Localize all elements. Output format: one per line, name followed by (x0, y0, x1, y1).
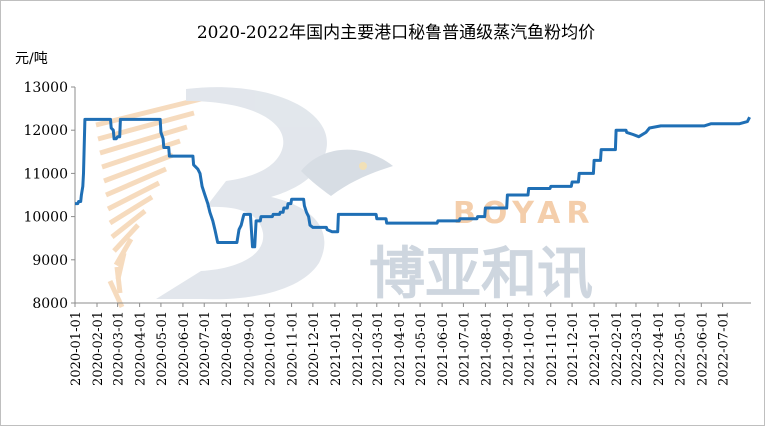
x-tick-label: 2020-10-01 (264, 311, 279, 386)
watermark-ray (95, 96, 202, 128)
x-tick-label: 2020-01-01 (69, 311, 84, 386)
watermark-bird-eye (359, 162, 367, 170)
x-tick-label: 2020-06-01 (177, 311, 192, 386)
watermark-ray (114, 266, 123, 294)
x-tick-label: 2021-01-01 (329, 311, 344, 386)
x-tick-label: 2020-11-01 (286, 311, 301, 386)
watermark-ray (106, 180, 161, 212)
x-tick-label: 2020-02-01 (91, 311, 106, 386)
x-tick-label: 2022-07-01 (717, 311, 732, 386)
x-tick-label: 2020-08-01 (220, 311, 235, 386)
x-tick-label: 2022-02-01 (610, 311, 625, 386)
watermark-ray (101, 138, 181, 170)
x-tick-label: 2022-01-01 (588, 311, 603, 386)
watermark-logo: BOYAR 博亚和讯 (95, 87, 595, 309)
series-line-price (75, 116, 751, 249)
x-tick-label: 2020-12-01 (307, 311, 322, 386)
x-tick-label: 2020-03-01 (112, 311, 127, 386)
x-tick-label: 2020-09-01 (242, 311, 257, 386)
y-axis-unit: 元/吨 (15, 51, 48, 67)
watermark-english: BOYAR (453, 196, 595, 231)
y-tick-label: 13000 (23, 80, 68, 96)
watermark-ray (99, 124, 188, 156)
x-tick-label: 2021-06-01 (436, 311, 451, 386)
x-tick-label: 2022-06-01 (695, 311, 710, 386)
watermark-bird (301, 149, 393, 196)
x-tick-label: 2021-07-01 (457, 311, 472, 386)
y-tick-label: 11000 (23, 166, 68, 182)
watermark-ray (108, 194, 154, 226)
x-tick-label: 2021-12-01 (566, 311, 581, 386)
x-tick-label: 2021-05-01 (414, 311, 429, 386)
x-tick-label: 2021-02-01 (351, 311, 366, 386)
x-axis-ticks: 2020-01-01 2020-02-01 2020-03-01 2020-04-01… (69, 303, 732, 386)
watermark-ray (113, 237, 134, 267)
y-tick-label: 8000 (32, 296, 68, 312)
x-tick-label: 2021-11-01 (545, 311, 560, 386)
watermark-ray (103, 152, 174, 184)
x-tick-label: 2022-03-01 (630, 311, 645, 386)
watermark-b-shape (156, 87, 327, 300)
x-tick-label: 2021-10-01 (523, 311, 538, 386)
x-tick-label: 2020-05-01 (155, 311, 170, 386)
x-tick-label: 2022-05-01 (673, 311, 688, 386)
x-tick-label: 2022-04-01 (652, 311, 667, 386)
y-tick-label: 10000 (23, 210, 68, 226)
x-tick-label: 2021-08-01 (479, 311, 494, 386)
x-tick-label: 2021-09-01 (501, 311, 516, 386)
y-tick-label: 9000 (32, 253, 68, 269)
watermark-chinese: 博亚和讯 (369, 242, 593, 307)
watermark-ray (105, 166, 167, 198)
watermark-ray (110, 209, 147, 239)
x-tick-label: 2020-07-01 (198, 311, 213, 386)
y-axis-ticks: 8000 9000 10000 11000 12000 13000 (23, 80, 75, 312)
y-tick-label: 12000 (23, 123, 68, 139)
x-tick-label: 2020-04-01 (134, 311, 149, 386)
x-tick-label: 2021-04-01 (393, 311, 408, 386)
watermark-ray (112, 223, 140, 253)
x-tick-label: 2021-03-01 (371, 311, 386, 386)
chart-title: 2020-2022年国内主要港口秘鲁普通级蒸汽鱼粉均价 (197, 23, 595, 43)
